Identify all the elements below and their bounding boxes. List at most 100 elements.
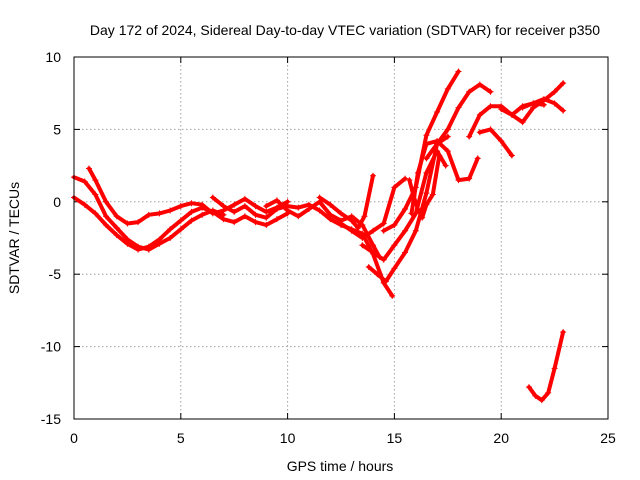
data-point: [188, 200, 195, 207]
data-point: [209, 210, 216, 217]
data-point: [487, 103, 494, 110]
data-point: [113, 213, 120, 220]
data-point: [423, 169, 430, 176]
data-point: [455, 177, 462, 184]
data-point: [423, 132, 430, 139]
data-point: [167, 207, 174, 214]
data-point: [85, 165, 92, 172]
data-point: [402, 175, 409, 182]
y-tick-label: -5: [49, 266, 62, 282]
data-point: [498, 137, 505, 144]
data-point: [273, 197, 280, 204]
data-point: [252, 219, 259, 226]
plot-area: [71, 68, 567, 404]
series-arc-3: [85, 165, 291, 227]
data-point: [525, 384, 532, 391]
data-point: [370, 242, 377, 249]
data-point: [410, 193, 417, 200]
data-point: [338, 210, 344, 217]
x-tick-label: 25: [600, 430, 616, 446]
data-point: [519, 119, 526, 126]
x-tick-label: 0: [70, 430, 78, 446]
data-point: [391, 184, 398, 191]
data-point: [429, 191, 436, 198]
data-point: [408, 210, 415, 217]
data-point: [348, 227, 355, 234]
data-point: [295, 213, 302, 220]
data-point: [103, 198, 110, 205]
y-tick-label: -15: [41, 411, 61, 427]
data-point: [370, 227, 377, 234]
y-tick-label: 10: [45, 49, 61, 65]
data-point: [508, 111, 515, 118]
data-point: [380, 220, 387, 227]
data-point: [545, 389, 552, 396]
data-point: [177, 217, 184, 224]
data-point: [252, 211, 259, 218]
series-arc-16: [519, 95, 567, 114]
data-point: [374, 271, 381, 278]
data-point: [188, 208, 195, 215]
series-line: [264, 198, 382, 259]
data-point: [156, 236, 163, 243]
data-point: [434, 140, 441, 147]
data-point: [532, 392, 539, 399]
grid: [74, 57, 608, 419]
data-point: [508, 152, 515, 159]
x-tick-label: 20: [493, 430, 509, 446]
chart-title: Day 172 of 2024, Sidereal Day-to-day VTE…: [90, 22, 600, 38]
data-point: [419, 214, 426, 221]
data-point: [442, 162, 449, 169]
data-point: [406, 177, 413, 184]
data-point: [540, 95, 547, 102]
data-point: [444, 85, 451, 92]
data-point: [316, 194, 323, 201]
data-point: [538, 397, 545, 404]
data-point: [355, 224, 362, 231]
data-point: [487, 126, 494, 133]
series-arc-18: [406, 152, 443, 221]
data-point: [263, 214, 270, 221]
data-point: [370, 249, 377, 256]
data-point: [177, 203, 184, 210]
data-point: [124, 240, 131, 247]
data-point: [124, 220, 131, 227]
series-arc-2: [71, 194, 291, 253]
series-arc-12: [423, 81, 494, 162]
data-point: [423, 201, 430, 208]
data-point: [145, 243, 152, 250]
y-tick-label: 5: [53, 121, 61, 137]
data-point: [156, 210, 163, 217]
series-arc-17: [525, 329, 567, 404]
y-tick-label: 0: [53, 194, 61, 210]
data-point: [380, 256, 387, 263]
data-point: [113, 232, 120, 239]
series-arc-9: [365, 133, 451, 285]
y-tick-label: -10: [41, 339, 61, 355]
data-point: [338, 220, 344, 227]
data-point: [263, 203, 270, 210]
data-point: [498, 106, 505, 113]
data-point: [519, 104, 526, 111]
data-point: [466, 175, 473, 182]
data-point: [560, 107, 567, 114]
data-point: [365, 263, 372, 270]
data-point: [231, 219, 238, 226]
data-point: [241, 203, 248, 210]
data-point: [209, 194, 216, 201]
data-point: [220, 216, 227, 223]
data-point: [560, 329, 567, 336]
data-point: [476, 81, 483, 88]
data-point: [402, 206, 409, 213]
data-point: [444, 133, 451, 140]
data-point: [476, 129, 483, 136]
data-point: [113, 224, 120, 231]
data-point: [412, 227, 419, 234]
data-point: [92, 210, 99, 217]
data-point: [436, 152, 443, 159]
data-point: [476, 111, 483, 118]
data-point: [414, 206, 421, 213]
data-point: [414, 169, 421, 176]
